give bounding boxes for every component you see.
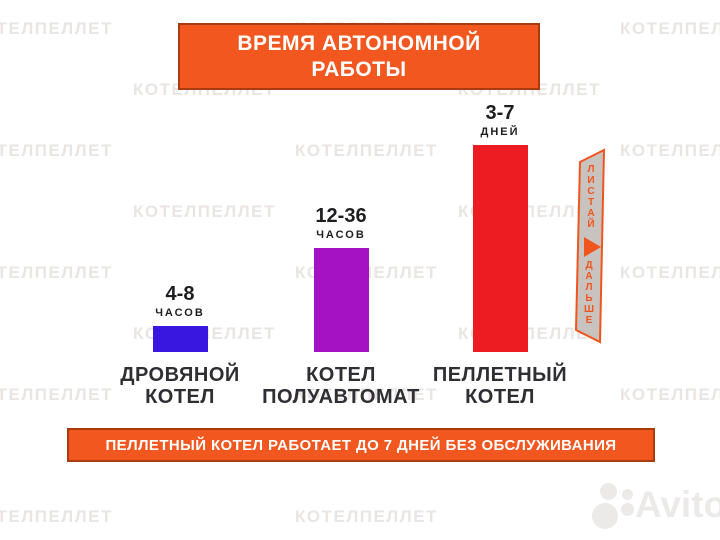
category-line1: КОТЕЛ (306, 364, 376, 386)
watermark-text: КОТЕЛПЕЛЛЕТ (620, 263, 720, 282)
avito-logo-icon (622, 489, 633, 500)
ribbon-letter: И (587, 175, 595, 186)
category-line2: КОТЕЛ (465, 386, 535, 408)
bar-value-label: 4-8 (165, 283, 195, 305)
bar-wood-boiler (152, 326, 208, 352)
category-label-wood-boiler: ДРОВЯНОЙ КОТЕЛ (70, 364, 290, 408)
watermark-text: КОТЕЛПЕЛЛЕТ (295, 507, 438, 526)
watermark-text: КОТЕЛПЕЛЛЕТ (620, 19, 720, 38)
bar-group-semiauto-boiler: 12-36 ЧАСОВ (261, 206, 421, 352)
category-label-semiauto-boiler: КОТЕЛ ПОЛУАВТОМАТ (231, 364, 451, 408)
title-banner: ВРЕМЯ АВТОНОМНОЙ РАБОТЫ (178, 23, 540, 90)
ribbon-letter: Т (587, 197, 595, 208)
watermark-text: КОТЕЛПЕЛЛЕТ (0, 507, 113, 526)
arrow-right-icon[interactable] (584, 237, 601, 257)
bar-value-label: 3-7 (485, 102, 515, 124)
ribbon-letter: С (587, 186, 595, 197)
avito-logo-icon (621, 503, 634, 516)
watermark-text: КОТЕЛПЕЛЛЕТ (133, 202, 276, 221)
bar-group-wood-boiler: 4-8 ЧАСОВ (100, 284, 260, 352)
watermark-text: КОТЕЛПЕЛЛЕТ (295, 141, 438, 160)
page-title-line1: ВРЕМЯ АВТОНОМНОЙ (237, 31, 481, 55)
ribbon-letter: Л (585, 282, 593, 293)
ribbon-letter: Й (587, 219, 595, 230)
avito-logo-icon (592, 503, 618, 529)
ribbon-letter: А (587, 208, 595, 219)
ribbon-letter: Л (587, 164, 595, 175)
bar-pellet-boiler (472, 145, 528, 352)
category-line1: ПЕЛЛЕТНЫЙ (432, 364, 568, 386)
annotation-text: ПЕЛЛЕТНЫЙ КОТЕЛ РАБОТАЕТ ДО 7 ДНЕЙ БЕЗ О… (105, 436, 617, 454)
watermark-text: КОТЕЛПЕЛЛЕТ (0, 385, 113, 404)
bar-unit-label: ЧАСОВ (155, 307, 205, 319)
avito-watermark: Avito (592, 483, 720, 533)
category-line2: КОТЕЛ (145, 386, 215, 408)
page-title-line2: РАБОТЫ (311, 57, 407, 81)
bar-unit-label: ДНЕЙ (480, 126, 520, 138)
ribbon-letter: Ь (585, 293, 593, 304)
bar-semiauto-boiler (313, 248, 369, 352)
bar-value-label: 12-36 (315, 205, 367, 227)
watermark-text: КОТЕЛПЕЛЛЕТ (620, 141, 720, 160)
ribbon-letter: А (585, 271, 593, 282)
category-line2: ПОЛУАВТОМАТ (262, 386, 420, 408)
watermark-text: КОТЕЛПЕЛЛЕТ (295, 385, 438, 404)
ribbon-letter: Д (585, 260, 593, 271)
ribbon-letter: Е (585, 315, 593, 326)
watermark-text: КОТЕЛПЕЛЛЕТ (0, 19, 113, 38)
avito-wordmark: Avito (635, 484, 720, 525)
watermark-text: КОТЕЛПЕЛЛЕТ (0, 141, 113, 160)
annotation-banner: ПЕЛЛЕТНЫЙ КОТЕЛ РАБОТАЕТ ДО 7 ДНЕЙ БЕЗ О… (67, 428, 655, 462)
bar-group-pellet-boiler: 3-7 ДНЕЙ (420, 103, 580, 352)
category-line1: ДРОВЯНОЙ (120, 364, 240, 386)
bar-unit-label: ЧАСОВ (316, 229, 366, 241)
avito-logo-icon (600, 483, 617, 500)
ribbon-letter: Ш (583, 304, 595, 315)
category-label-pellet-boiler: ПЕЛЛЕТНЫЙ КОТЕЛ (390, 364, 610, 408)
watermark-text: КОТЕЛПЕЛЛЕТ (620, 385, 720, 404)
watermark-text: КОТЕЛПЕЛЛЕТ (0, 263, 113, 282)
